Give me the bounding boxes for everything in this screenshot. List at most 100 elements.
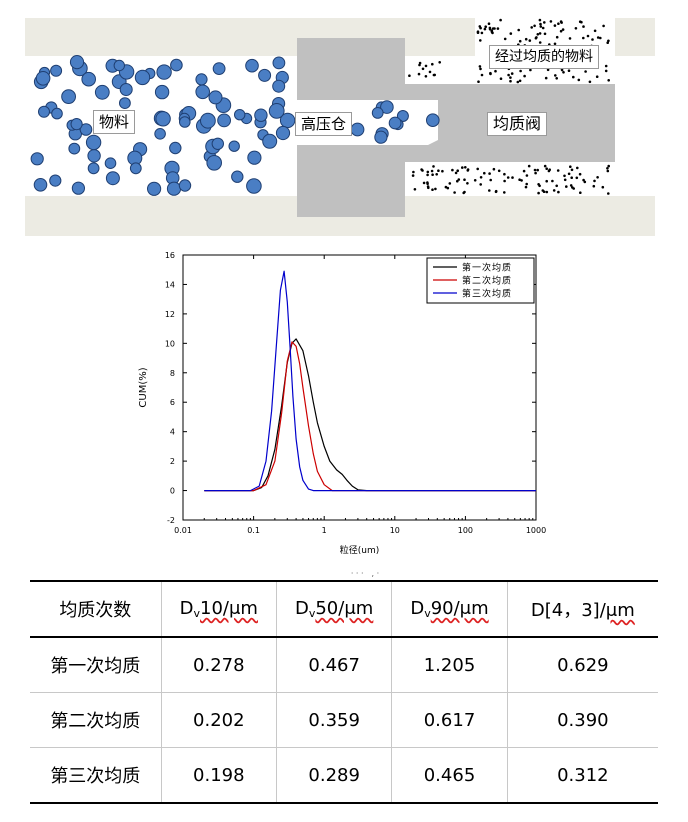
table-row: 第三次均质 0.198 0.289 0.465 0.312 <box>30 747 658 804</box>
particle <box>396 110 409 122</box>
particle <box>81 71 96 87</box>
x-axis-label: 粒径(um) <box>340 544 380 556</box>
header-dv10-sub: v <box>193 607 201 620</box>
fine-particle <box>536 168 539 172</box>
fine-particle <box>463 178 466 181</box>
fine-particle <box>520 179 523 182</box>
particle <box>147 181 162 196</box>
header-d43-unit: μm <box>605 600 635 621</box>
cell-dv50: 0.359 <box>275 692 393 748</box>
fine-particle <box>539 25 543 28</box>
fine-particle <box>417 72 421 76</box>
fine-particle <box>601 185 605 189</box>
table-row: 第一次均质 0.278 0.467 1.205 0.629 <box>30 637 658 693</box>
high-pressure-block-top <box>297 38 405 100</box>
particle <box>200 112 216 129</box>
y-tick-label: 6 <box>170 398 175 407</box>
fine-particle <box>538 32 542 35</box>
y-tick-label: 12 <box>165 310 175 319</box>
header-dv50-base: D <box>294 598 309 619</box>
fine-particle <box>552 189 556 192</box>
fine-particle <box>524 37 528 41</box>
fine-particle <box>607 164 610 168</box>
y-tick-label: 0 <box>170 487 175 496</box>
fine-particle <box>518 79 522 83</box>
fine-particle <box>411 174 415 177</box>
fine-particle <box>503 37 507 41</box>
y-tick-label: 10 <box>165 339 175 348</box>
fine-particle <box>518 178 521 181</box>
particle <box>426 113 440 127</box>
fine-particle <box>529 68 532 72</box>
fine-particle <box>466 169 470 172</box>
fine-particle <box>476 167 480 171</box>
valve-seat <box>405 84 445 162</box>
fine-particle <box>435 173 439 176</box>
particle <box>374 130 388 144</box>
cell-dv10: 0.202 <box>160 692 277 748</box>
fine-particle <box>518 39 522 43</box>
particle <box>35 71 51 86</box>
particle <box>155 111 171 127</box>
particle <box>61 89 76 104</box>
particle <box>179 116 191 128</box>
fine-particle <box>426 182 429 186</box>
fine-particle <box>430 169 434 173</box>
fine-particle <box>484 25 488 29</box>
fine-particle <box>546 68 550 72</box>
x-tick-label: 1 <box>322 526 327 535</box>
fine-particle <box>476 30 480 33</box>
particle <box>87 162 100 175</box>
fine-particle <box>563 174 566 178</box>
fine-particle <box>607 79 610 82</box>
cell-d43: 0.629 <box>506 637 658 693</box>
particle <box>105 171 120 186</box>
fine-particle <box>525 182 528 186</box>
fine-particle <box>545 167 548 170</box>
particle <box>247 150 262 165</box>
particle <box>272 79 286 93</box>
particle <box>68 142 81 155</box>
fine-particle <box>554 74 557 77</box>
fine-particle <box>424 75 428 78</box>
header-d43-main: D[4，3]/ <box>530 600 606 621</box>
material-particles <box>30 55 440 196</box>
y-tick-label: -2 <box>167 516 175 525</box>
fine-particle <box>487 22 491 26</box>
fine-particle <box>593 29 597 33</box>
y-tick-label: 2 <box>170 457 175 466</box>
particle <box>30 152 44 166</box>
particle <box>272 56 286 70</box>
fine-particle <box>420 168 423 171</box>
fine-particle <box>479 67 482 71</box>
fine-particle <box>478 65 482 68</box>
fine-particle <box>448 182 452 185</box>
particle <box>275 125 291 141</box>
fine-particle <box>560 68 564 72</box>
particle <box>154 128 166 140</box>
fine-particle <box>539 22 542 26</box>
legend-label: 第三次均质 <box>462 288 512 300</box>
fine-particle <box>509 76 512 79</box>
fine-particle <box>579 191 582 194</box>
header-d43: D[4，3]/μm <box>506 580 658 638</box>
particle <box>217 113 232 128</box>
x-tick-label: 100 <box>458 526 473 535</box>
fine-particle <box>528 39 532 42</box>
fine-particle <box>569 184 573 187</box>
fine-particle <box>559 20 563 23</box>
fine-particle <box>561 28 565 31</box>
fine-particle <box>575 176 579 180</box>
fine-particle <box>424 64 428 68</box>
fine-particle <box>418 63 421 67</box>
fine-particle <box>606 169 610 173</box>
header-dv10-unit: 10/μm <box>200 598 258 619</box>
particle <box>156 64 172 80</box>
fine-particle <box>593 179 596 183</box>
fine-particle <box>480 31 484 35</box>
fine-particle <box>555 77 558 80</box>
particle <box>113 59 126 72</box>
fine-particle <box>568 37 572 40</box>
fine-particle <box>545 179 548 183</box>
fine-particle <box>418 61 422 65</box>
